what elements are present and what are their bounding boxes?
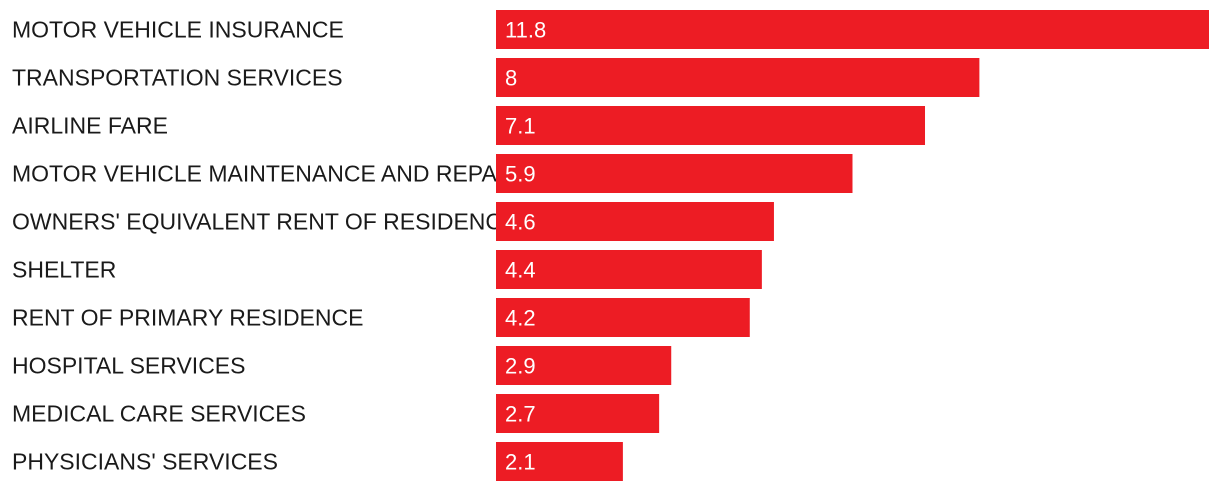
value-label: 4.6 — [505, 210, 536, 235]
category-label: PHYSICIANS' SERVICES — [12, 449, 278, 475]
category-labels: MOTOR VEHICLE INSURANCE TRANSPORTATION SE… — [12, 17, 533, 475]
bar — [496, 298, 750, 337]
bar — [496, 346, 672, 385]
bar — [496, 442, 623, 481]
bar — [496, 10, 1209, 49]
value-label: 2.9 — [505, 354, 536, 379]
bars — [496, 10, 1209, 481]
bar — [496, 250, 762, 289]
value-label: 4.4 — [505, 258, 536, 283]
category-label: AIRLINE FARE — [12, 113, 168, 139]
bar — [496, 106, 926, 145]
category-label: MOTOR VEHICLE MAINTENANCE AND REPAIR — [12, 161, 520, 187]
category-label: MOTOR VEHICLE INSURANCE — [12, 17, 344, 43]
value-label: 2.1 — [505, 450, 536, 475]
category-label: RENT OF PRIMARY RESIDENCE — [12, 305, 363, 331]
category-label: SHELTER — [12, 257, 116, 283]
category-label: OWNERS' EQUIVALENT RENT OF RESIDENCES — [12, 209, 533, 235]
bar — [496, 394, 660, 433]
value-label: 2.7 — [505, 402, 536, 427]
bar — [496, 154, 853, 193]
value-label: 11.8 — [505, 18, 546, 43]
category-label: MEDICAL CARE SERVICES — [12, 401, 306, 427]
value-labels: 11.8 8 7.1 5.9 4.6 4.4 4.2 2.9 2.7 2.1 — [505, 18, 546, 475]
bar — [496, 58, 980, 97]
category-label: HOSPITAL SERVICES — [12, 353, 245, 379]
bar — [496, 202, 774, 241]
value-label: 8 — [505, 66, 517, 91]
value-label: 5.9 — [505, 162, 536, 187]
value-label: 4.2 — [505, 306, 536, 331]
category-label: TRANSPORTATION SERVICES — [12, 65, 343, 91]
value-label: 7.1 — [505, 114, 536, 139]
